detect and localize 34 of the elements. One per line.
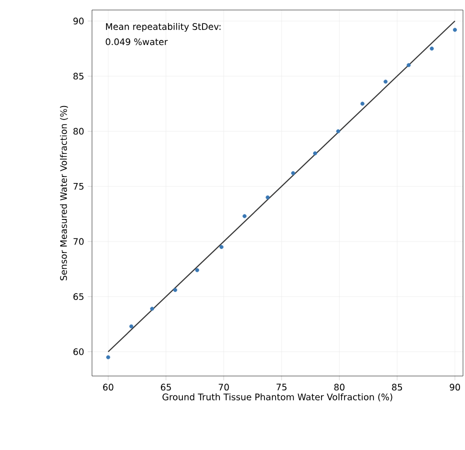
point [291, 171, 296, 176]
x-tick-label: 85 [392, 384, 402, 391]
point [430, 46, 434, 51]
x-tick-label: 70 [218, 384, 229, 391]
x-tick-label: 75 [276, 384, 286, 390]
y-tick-label: 80 [73, 128, 84, 135]
point [266, 195, 270, 200]
x-tick-label: 60 [103, 384, 114, 391]
point [106, 355, 110, 360]
y-tick-label: 90 [73, 18, 84, 24]
y-axis-title: Sensor Measured Water Volfraction (%) [60, 106, 68, 280]
point [173, 288, 178, 292]
point [406, 63, 411, 68]
point [384, 80, 388, 84]
annotation: Mean repeatability StDev: [106, 23, 220, 32]
point [360, 102, 364, 106]
point [313, 151, 318, 156]
x-tick-label: 65 [160, 384, 171, 391]
point [452, 28, 457, 32]
point [150, 306, 154, 311]
point [336, 129, 340, 134]
y-tick-label: 60 [73, 348, 84, 356]
point [129, 324, 134, 328]
point [219, 245, 224, 250]
x-tick-label: 90 [450, 384, 460, 391]
y-tick-label: 85 [73, 72, 84, 80]
point [195, 268, 200, 272]
y-tick-label: 65 [73, 293, 84, 300]
point [242, 214, 247, 218]
annotation: 0.049 %water [106, 38, 168, 46]
x-tick-label: 80 [334, 384, 344, 391]
y-tick-label: 75 [74, 183, 84, 190]
y-tick-label: 70 [74, 238, 84, 245]
x-axis-title: Ground Truth Tissue Phantom Water Volfraction (%) [162, 393, 392, 402]
